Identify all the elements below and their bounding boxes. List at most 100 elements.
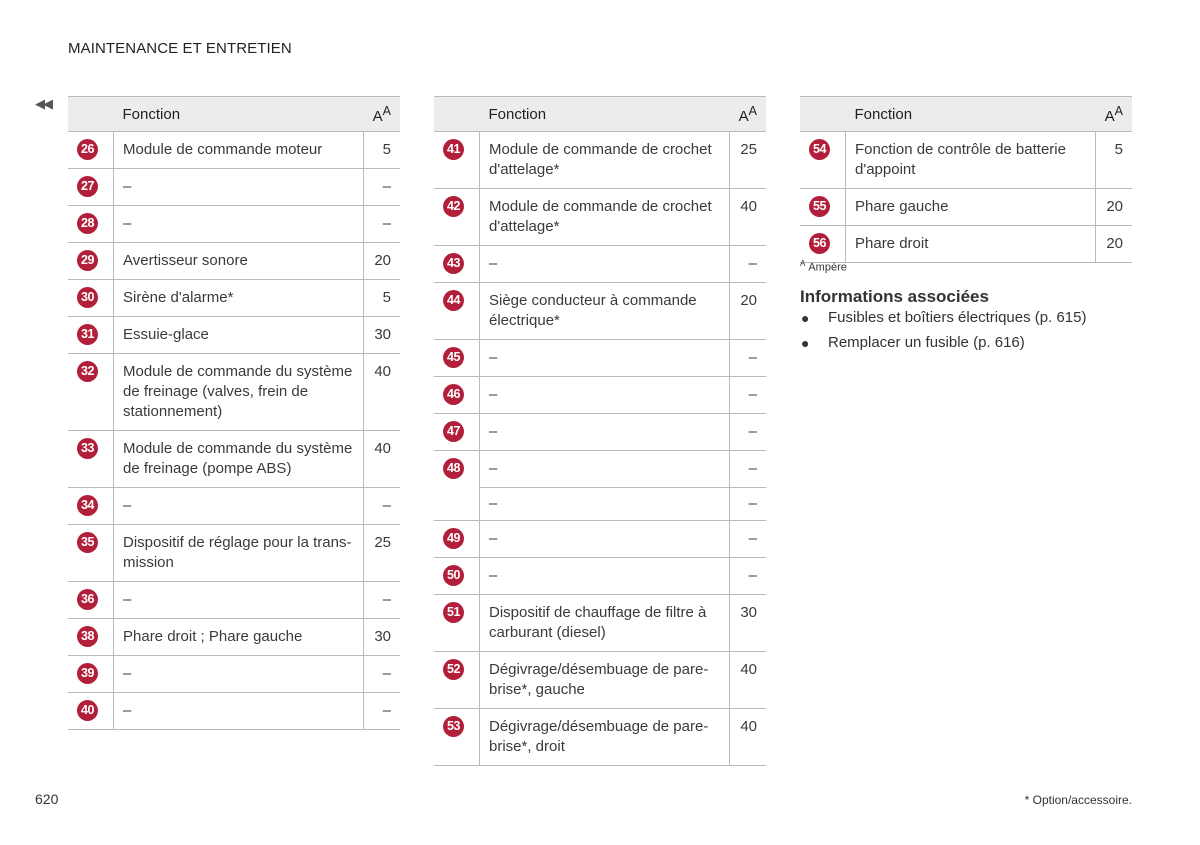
related-link[interactable]: ● Fusibles et boîtiers électriques (p. 61… <box>801 309 1087 326</box>
fuse-number-badge: 29 <box>77 250 98 271</box>
fuse-function: – <box>113 655 364 693</box>
table-row: 47– – <box>434 413 766 451</box>
fuse-number-badge: 33 <box>77 438 98 459</box>
table-row: 35 Dispositif de réglage pour la trans­mi… <box>68 524 400 582</box>
amp-footnote-mark: A <box>748 103 757 118</box>
fuse-function: – <box>479 413 730 451</box>
table-row: 29 Avertisseur sonore 20 <box>68 242 400 280</box>
table-row: 27– – <box>68 168 400 206</box>
amp-letter: A <box>1104 107 1115 125</box>
table-row: 38 Phare droit ; Phare gauche 30 <box>68 618 400 656</box>
page-number: 620 <box>35 791 59 807</box>
fuse-amperage: – <box>729 376 766 414</box>
table-row: 44 Siège conducteur à commande électrique… <box>434 282 766 340</box>
table-row: 51 Dispositif de chauffage de filtre à ca… <box>434 594 766 652</box>
fuse-number-badge: 49 <box>443 528 464 549</box>
fuse-amperage: 40 <box>729 651 766 709</box>
amp-letter: A <box>738 107 749 125</box>
table-row: 54 Fonction de contrôle de batterie d'app… <box>800 131 1132 189</box>
fuse-function: – <box>113 205 364 243</box>
fuse-function: Dégivrage/désembuage de pare-brise*, dro… <box>479 708 730 766</box>
fuse-function: Dégivrage/désembuage de pare-brise*, gau… <box>479 651 730 709</box>
fuse-amperage: 40 <box>729 188 766 246</box>
bullet-icon: ● <box>801 310 810 326</box>
fuse-amperage: – <box>729 557 766 595</box>
table-row: 34– – <box>68 487 400 525</box>
fuse-amperage: – <box>363 487 400 525</box>
fuse-amperage: – <box>729 339 766 377</box>
fuse-amperage: – <box>363 168 400 206</box>
fuse-amperage: – <box>363 655 400 693</box>
footnote-mark: A <box>800 259 806 268</box>
fuse-number-badge: 41 <box>443 139 464 160</box>
fuse-amperage: – <box>363 581 400 619</box>
fuse-amperage: – <box>729 413 766 451</box>
fuse-function: Module de commande du système de freinag… <box>113 353 364 431</box>
fuse-function: – <box>479 487 730 521</box>
fuse-number-badge: 52 <box>443 659 464 680</box>
fuse-function: Avertisseur sonore <box>113 242 364 280</box>
option-accessory-note: * Option/accessoire. <box>1024 793 1132 807</box>
fuse-number-badge: 53 <box>443 716 464 737</box>
fuse-amperage: 30 <box>729 594 766 652</box>
fuse-function: Essuie-glace <box>113 316 364 354</box>
fuse-number-badge: 56 <box>809 233 830 254</box>
fuse-amperage: 20 <box>363 242 400 280</box>
fuse-function: – <box>479 245 730 283</box>
table-row: 26 Module de commande moteur 5 <box>68 131 400 169</box>
fuse-number-badge: 40 <box>77 700 98 721</box>
fuse-number-badge: 44 <box>443 290 464 311</box>
fuse-amperage: 5 <box>363 279 400 317</box>
fuse-amperage: 20 <box>1095 225 1132 263</box>
chapter-title: MAINTENANCE ET ENTRETIEN <box>68 40 292 57</box>
table-row: 40– – <box>68 692 400 730</box>
table-row: 49– – <box>434 520 766 558</box>
fuse-number-badge: 30 <box>77 287 98 308</box>
amp-footnote-mark: A <box>1114 103 1123 118</box>
fuse-function: Module de commande du système de freinag… <box>113 430 364 488</box>
fuse-function: – <box>113 581 364 619</box>
table-row: 30 Sirène d'alarme* 5 <box>68 279 400 317</box>
table-row: 36– – <box>68 581 400 619</box>
fuse-number-badge: 35 <box>77 532 98 553</box>
amp-letter: A <box>372 107 383 125</box>
fuse-function: Sirène d'alarme* <box>113 279 364 317</box>
table-row: 50– – <box>434 557 766 595</box>
fuse-number-badge: 31 <box>77 324 98 345</box>
fuse-amperage: 20 <box>729 282 766 340</box>
table-row: 28– – <box>68 205 400 243</box>
table-row: 53 Dégivrage/désembuage de pare-brise*, d… <box>434 708 766 766</box>
fuse-amperage: 20 <box>1095 188 1132 226</box>
related-info-title: Informations associées <box>800 287 989 306</box>
fuse-function: Fonction de contrôle de batterie d'appoi… <box>845 131 1096 189</box>
fuse-number-badge: 50 <box>443 565 464 586</box>
fuse-function: Phare gauche <box>845 188 1096 226</box>
related-link[interactable]: ● Remplacer un fusible (p. 616) <box>801 334 1025 351</box>
table-row: 39– – <box>68 655 400 693</box>
column-header-amp: AA <box>729 96 766 132</box>
column-header-amp: AA <box>363 96 400 132</box>
table-row: 31 Essuie-glace 30 <box>68 316 400 354</box>
fuse-number-badge: 55 <box>809 196 830 217</box>
table-row: 42 Module de commande de crochet d'attela… <box>434 188 766 246</box>
fuse-function: Module de commande de crochet d'attelage… <box>479 131 730 189</box>
table-row: 33 Module de commande du système de frein… <box>68 430 400 488</box>
fuse-amperage: 40 <box>363 430 400 488</box>
column-header-function: Fonction <box>845 96 1096 132</box>
table-row: 48– – <box>434 450 766 521</box>
fuse-amperage: – <box>363 692 400 730</box>
fuse-function: Dispositif de réglage pour la trans­miss… <box>113 524 364 582</box>
fuse-number-badge: 54 <box>809 139 830 160</box>
table-row: 32 Module de commande du système de frein… <box>68 353 400 431</box>
fuse-number-badge: 42 <box>443 196 464 217</box>
fuse-function: Siège conducteur à commande électrique* <box>479 282 730 340</box>
column-header-function: Fonction <box>479 96 730 132</box>
column-header-function: Fonction <box>113 96 364 132</box>
fuse-amperage: – <box>729 450 766 488</box>
table-row: 56 Phare droit 20 <box>800 225 1132 263</box>
fuse-number-badge: 45 <box>443 347 464 368</box>
fuse-amperage: 40 <box>363 353 400 431</box>
bullet-icon: ● <box>801 335 810 351</box>
fuse-number-badge: 38 <box>77 626 98 647</box>
fuse-table-3: Fonction AA 54 Fonction de contrôle de ba… <box>800 96 1132 263</box>
